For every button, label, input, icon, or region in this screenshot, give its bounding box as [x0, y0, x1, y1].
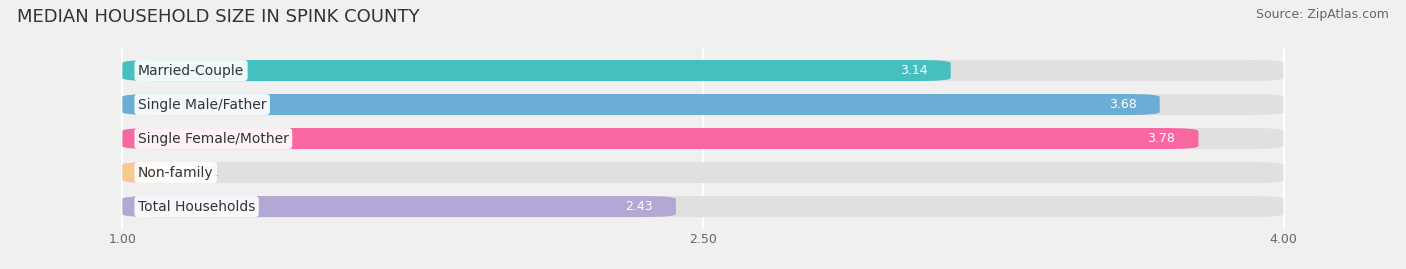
Text: 3.68: 3.68 [1109, 98, 1136, 111]
FancyBboxPatch shape [122, 128, 1198, 149]
FancyBboxPatch shape [122, 94, 1160, 115]
FancyBboxPatch shape [122, 60, 950, 81]
FancyBboxPatch shape [122, 196, 1284, 217]
FancyBboxPatch shape [122, 60, 1284, 81]
FancyBboxPatch shape [122, 162, 165, 183]
FancyBboxPatch shape [122, 196, 676, 217]
Text: Non-family: Non-family [138, 165, 214, 179]
Text: Total Households: Total Households [138, 200, 256, 214]
FancyBboxPatch shape [122, 94, 1284, 115]
Text: 1.11: 1.11 [193, 166, 219, 179]
Text: Married-Couple: Married-Couple [138, 63, 245, 77]
Text: 3.14: 3.14 [900, 64, 928, 77]
Text: Single Male/Father: Single Male/Father [138, 98, 266, 112]
Text: 2.43: 2.43 [626, 200, 652, 213]
FancyBboxPatch shape [122, 162, 1284, 183]
Text: Single Female/Mother: Single Female/Mother [138, 132, 288, 146]
Text: Source: ZipAtlas.com: Source: ZipAtlas.com [1256, 8, 1389, 21]
Text: MEDIAN HOUSEHOLD SIZE IN SPINK COUNTY: MEDIAN HOUSEHOLD SIZE IN SPINK COUNTY [17, 8, 419, 26]
FancyBboxPatch shape [122, 128, 1284, 149]
Text: 3.78: 3.78 [1147, 132, 1175, 145]
